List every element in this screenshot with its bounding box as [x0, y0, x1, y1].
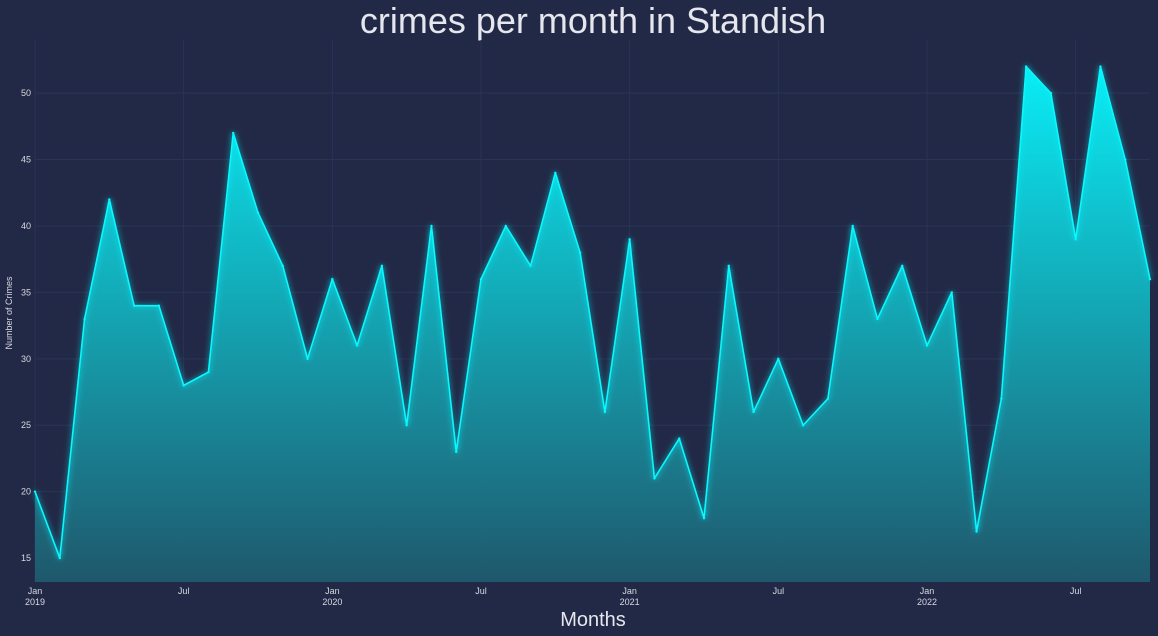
data-point — [851, 224, 854, 228]
y-tick-label: 40 — [21, 221, 31, 231]
x-tick-label: Jul — [178, 586, 190, 596]
y-tick-label: 30 — [21, 354, 31, 364]
data-point — [455, 450, 458, 454]
data-point — [975, 530, 978, 533]
data-point — [1049, 91, 1053, 95]
data-point — [777, 357, 780, 361]
x-tick-label: Jul — [475, 586, 487, 596]
x-tick-label: Jul — [1070, 586, 1082, 596]
x-tick-label: Jan — [28, 586, 43, 596]
chart-title: crimes per month in Standish — [360, 0, 826, 41]
data-point — [1148, 277, 1152, 281]
data-point — [83, 317, 86, 321]
data-point — [256, 211, 260, 214]
data-point — [331, 277, 334, 281]
area-series — [33, 65, 1152, 582]
data-point — [1099, 65, 1102, 68]
data-point — [306, 357, 309, 361]
data-point — [1024, 65, 1028, 68]
data-point — [33, 490, 37, 493]
data-point — [603, 410, 607, 414]
data-point — [702, 517, 706, 520]
x-tick-year-label: 2019 — [25, 597, 45, 607]
data-point — [479, 277, 483, 281]
x-axis-label: Months — [560, 609, 626, 631]
data-point — [752, 410, 755, 414]
data-point — [901, 264, 904, 268]
x-tick-label: Jan — [920, 586, 935, 596]
data-point — [504, 224, 507, 228]
data-point — [876, 317, 879, 321]
data-point — [950, 291, 953, 294]
y-tick-label: 35 — [21, 287, 31, 297]
data-point — [132, 304, 136, 307]
data-point — [925, 344, 929, 347]
y-axis-label: Number of Crimes — [4, 276, 14, 350]
data-point — [281, 264, 284, 268]
data-point — [232, 131, 235, 135]
data-point — [727, 264, 730, 268]
data-point — [207, 370, 210, 374]
y-tick-label: 20 — [21, 487, 31, 497]
area-fill — [35, 66, 1150, 582]
data-point — [653, 477, 656, 480]
data-point — [678, 437, 681, 440]
data-point — [1000, 397, 1003, 400]
x-tick-label: Jul — [773, 586, 785, 596]
y-tick-label: 15 — [21, 553, 31, 563]
data-point — [554, 171, 557, 175]
x-tick-year-label: 2021 — [620, 597, 640, 607]
data-point — [108, 198, 111, 201]
data-point — [430, 224, 433, 228]
x-tick-label: Jan — [622, 586, 637, 596]
x-tick-label: Jan — [325, 586, 340, 596]
data-point — [405, 424, 408, 427]
data-point — [380, 264, 384, 268]
data-point — [355, 344, 359, 347]
y-tick-label: 45 — [21, 155, 31, 165]
data-point — [826, 397, 830, 400]
data-point — [1124, 158, 1127, 161]
data-point — [578, 251, 582, 254]
data-point — [801, 424, 805, 427]
y-tick-label: 25 — [21, 420, 31, 430]
data-point — [529, 264, 532, 268]
y-tick-label: 50 — [21, 88, 31, 98]
series-line — [34, 65, 1151, 559]
x-tick-year-label: 2022 — [917, 597, 937, 607]
x-tick-year-label: 2020 — [322, 597, 342, 607]
data-point — [628, 238, 631, 241]
data-point — [58, 556, 61, 560]
data-point — [1074, 238, 1077, 241]
data-point — [182, 384, 185, 387]
y-axis-ticks: 15 20 25 30 35 40 45 50 — [21, 88, 31, 563]
data-point — [157, 304, 161, 307]
